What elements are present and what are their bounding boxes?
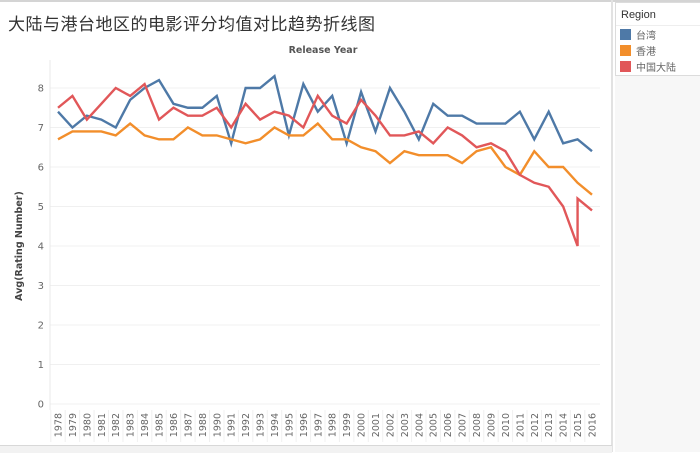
x-tick-label: 2013 <box>544 413 555 437</box>
x-tick-label: 1997 <box>313 413 324 437</box>
x-tick-label: 1999 <box>342 413 353 437</box>
x-tick-labels: 1978 1979 1980 1981 1982 1983 1984 1985 1986 1987… <box>50 410 599 442</box>
series-line-hongkong[interactable] <box>57 121 593 196</box>
x-tick-label: 1985 <box>155 413 166 437</box>
x-tick-label: 2006 <box>443 413 454 437</box>
y-tick-label: 4 <box>38 242 44 253</box>
y-tick-label: 0 <box>38 400 44 411</box>
x-tick-label: 1982 <box>111 413 122 437</box>
y-tick-label: 6 <box>38 163 44 174</box>
top-border <box>0 0 700 2</box>
x-tick-label: 1995 <box>284 413 295 437</box>
x-tick-label: 2003 <box>400 413 411 437</box>
legend-item-taiwan[interactable]: 台湾 <box>616 26 700 42</box>
x-tick-label: 2009 <box>486 413 497 437</box>
x-tick-label: 1978 <box>54 413 65 437</box>
line-chart: Release Year Avg(Rating Number) 0 1 2 3 4 5 6 7… <box>14 45 600 442</box>
x-tick-label: 1988 <box>198 413 209 437</box>
x-tick-label: 1986 <box>169 413 180 437</box>
x-tick-label: 1979 <box>68 413 79 437</box>
legend-swatch-mainland <box>620 60 631 72</box>
x-tick-label: 2001 <box>371 413 382 437</box>
y-tick-label: 8 <box>38 84 44 95</box>
y-tick-label: 7 <box>38 123 44 134</box>
legend: Region 台湾 香港 中国大陆 <box>615 2 700 76</box>
x-tick-label: 1981 <box>97 413 108 437</box>
x-tick-label: 1983 <box>126 413 137 437</box>
x-tick-label: 1993 <box>256 413 267 437</box>
x-tick-label: 2012 <box>530 413 541 437</box>
y-tick-label: 2 <box>38 321 44 332</box>
y-axis-title: Avg(Rating Number) <box>14 191 25 301</box>
x-tick-label: 1994 <box>270 413 281 437</box>
x-tick-label: 1991 <box>227 413 238 437</box>
horizontal-scrollbar[interactable] <box>0 445 612 453</box>
series-line-mainland[interactable] <box>57 82 593 247</box>
y-tick-label: 1 <box>38 360 44 371</box>
x-tick-label: 2004 <box>414 413 425 437</box>
legend-label: 中国大陆 <box>636 62 676 74</box>
series-line-taiwan[interactable] <box>57 74 593 153</box>
x-tick-label: 2016 <box>588 413 599 437</box>
legend-title: Region <box>616 3 700 26</box>
x-axis-title: Release Year <box>289 45 358 56</box>
x-tick-label: 2011 <box>515 413 526 437</box>
legend-pane-background <box>615 76 700 452</box>
legend-label: 台湾 <box>636 30 656 42</box>
x-tick-label: 1980 <box>82 413 93 437</box>
x-tick-label: 1990 <box>212 413 223 437</box>
x-tick-label: 2005 <box>429 413 440 437</box>
legend-item-hongkong[interactable]: 香港 <box>616 42 700 58</box>
x-tick-label: 1992 <box>241 413 252 437</box>
gridlines <box>50 87 600 405</box>
y-tick-label: 3 <box>38 281 44 292</box>
x-tick-label: 2015 <box>573 413 584 437</box>
legend-swatch-taiwan <box>620 28 631 40</box>
legend-item-mainland[interactable]: 中国大陆 <box>616 58 700 74</box>
x-tick-label: 2014 <box>559 413 570 437</box>
x-tick-label: 2000 <box>357 413 368 437</box>
x-tick-label: 1996 <box>299 413 310 437</box>
x-tick-label: 2007 <box>458 413 469 437</box>
y-tick-label: 5 <box>38 202 44 213</box>
pane-divider <box>611 0 613 452</box>
x-tick-label: 1987 <box>183 413 194 437</box>
x-tick-label: 2010 <box>501 413 512 437</box>
legend-swatch-hongkong <box>620 44 631 56</box>
x-tick-label: 1984 <box>140 413 151 437</box>
x-tick-label: 2002 <box>385 413 396 437</box>
x-tick-label: 2008 <box>472 413 483 437</box>
x-tick-label: 1998 <box>328 413 339 437</box>
y-tick-labels: 0 1 2 3 4 5 6 7 8 <box>38 84 44 411</box>
legend-label: 香港 <box>636 46 656 58</box>
series-lines <box>57 74 593 247</box>
page-title: 大陆与港台地区的电影评分均值对比趋势折线图 <box>8 15 376 35</box>
